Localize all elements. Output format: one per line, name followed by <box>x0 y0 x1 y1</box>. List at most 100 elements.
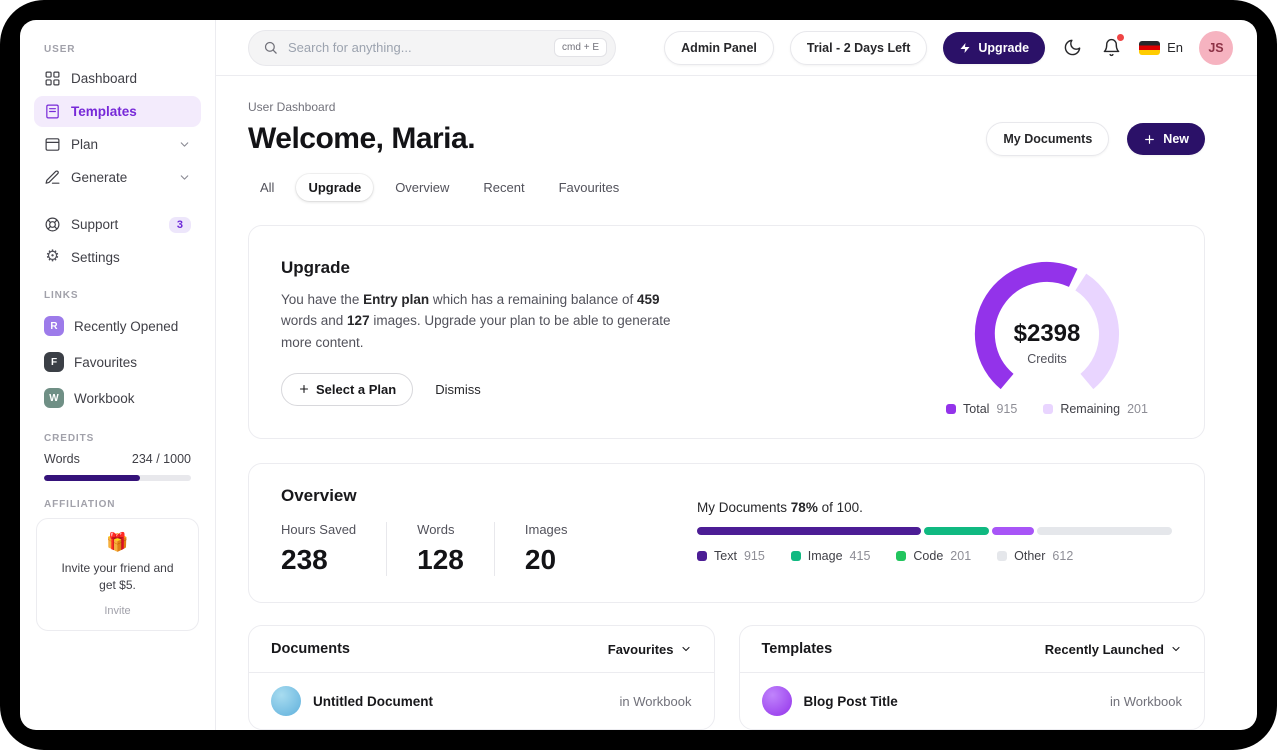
donut-legend: Total 915 Remaining 201 <box>946 402 1148 416</box>
sidebar-link-label: Workbook <box>74 390 135 406</box>
documents-filter-dropdown[interactable]: Favourites <box>608 642 692 657</box>
sidebar-item-templates[interactable]: Templates <box>34 96 201 127</box>
sidebar-item-dashboard[interactable]: Dashboard <box>34 63 201 94</box>
workbook-avatar: W <box>44 388 64 408</box>
sidebar: USER Dashboard Templates Plan <box>20 20 216 730</box>
sidebar-item-generate[interactable]: Generate <box>34 162 201 193</box>
legend-swatch <box>1043 404 1054 414</box>
donut-remaining-arc <box>1075 273 1119 390</box>
document-avatar <box>271 686 301 716</box>
documents-legend: Text 915 Image 415 Code 201 <box>697 549 1172 563</box>
upgrade-card: Upgrade You have the Entry plan which ha… <box>248 225 1205 439</box>
templates-card: Templates Recently Launched Blog Post Ti… <box>738 625 1205 730</box>
document-location: in Workbook <box>619 693 692 709</box>
admin-panel-button[interactable]: Admin Panel <box>664 30 774 65</box>
sidebar-item-settings[interactable]: ⚙ Settings <box>34 242 201 272</box>
dark-mode-toggle[interactable] <box>1061 36 1084 59</box>
search-bar[interactable]: cmd + E <box>248 29 616 66</box>
bar-segment-text <box>697 526 921 535</box>
template-avatar <box>761 686 792 716</box>
sidebar-item-label: Support <box>71 217 119 232</box>
bar-segment-code <box>991 526 1034 535</box>
credits-value: 234 / 1000 <box>131 452 191 466</box>
tab-overview[interactable]: Overview <box>395 180 450 195</box>
trial-button[interactable]: Trial - 2 Days Left <box>789 30 928 65</box>
search-icon <box>263 40 278 55</box>
overview-card-title: Overview <box>281 486 357 505</box>
legend-item-remaining: Remaining 201 <box>1043 402 1148 416</box>
search-shortcut-hint: cmd + E <box>554 38 607 57</box>
select-plan-label: Select a Plan <box>316 381 397 397</box>
credits-label: Words <box>44 452 80 466</box>
new-button-label: New <box>1163 132 1189 146</box>
overview-stats-block: Overview Hours Saved 238 Words 128 Image… <box>281 486 651 576</box>
sidebar-link-favourites[interactable]: F Favourites <box>34 345 201 379</box>
templates-card-title: Templates <box>761 641 833 657</box>
templates-filter-dropdown[interactable]: Recently Launched <box>1045 642 1182 657</box>
notifications-button[interactable] <box>1100 34 1125 59</box>
plus-icon <box>298 383 310 395</box>
upgrade-card-title: Upgrade <box>281 258 350 277</box>
user-avatar[interactable]: JS <box>1199 30 1233 65</box>
donut-label: Credits <box>1027 352 1067 366</box>
dismiss-button[interactable]: Dismiss <box>423 374 493 405</box>
upgrade-button-label: Upgrade <box>978 40 1030 55</box>
bar-segment-other <box>1036 526 1172 535</box>
documents-card: Documents Favourites Untitled Document i… <box>248 625 715 730</box>
main-column: cmd + E Admin Panel Trial - 2 Days Left … <box>216 20 1257 730</box>
list-item[interactable]: Blog Post Title in Workbook <box>740 673 1205 729</box>
tab-upgrade[interactable]: Upgrade <box>296 174 374 201</box>
sidebar-item-label: Dashboard <box>71 71 138 86</box>
notification-dot <box>1117 34 1125 41</box>
documents-stacked-bar <box>697 526 1172 535</box>
stats-row: Hours Saved 238 Words 128 Images 20 <box>281 522 651 576</box>
recently-opened-avatar: R <box>44 316 64 336</box>
tab-recent[interactable]: Recent <box>483 180 525 195</box>
chevron-down-icon <box>178 171 191 184</box>
lightning-icon <box>959 42 971 54</box>
new-button[interactable]: New <box>1127 123 1205 155</box>
donut-gauge: $2398 Credits <box>974 261 1119 390</box>
topbar: cmd + E Admin Panel Trial - 2 Days Left … <box>216 20 1257 76</box>
bottom-cards: Documents Favourites Untitled Document i… <box>248 625 1205 730</box>
legend-item-total: Total 915 <box>946 402 1017 416</box>
invite-button[interactable]: Invite <box>98 604 136 618</box>
lifebuoy-icon <box>44 216 61 233</box>
sidebar-section-user: USER <box>44 44 76 55</box>
credits-donut-chart: $2398 Credits Total 915 Remaining 201 <box>922 248 1172 416</box>
my-documents-button[interactable]: My Documents <box>986 122 1110 156</box>
credits-row: Words 234 / 1000 <box>44 452 191 466</box>
tab-all[interactable]: All <box>260 180 275 195</box>
sidebar-section-affiliation: AFFILIATION <box>44 499 116 510</box>
donut-value: $2398 <box>1014 320 1081 347</box>
templates-card-header: Templates Recently Launched <box>739 626 1204 673</box>
legend-swatch <box>697 550 707 561</box>
sidebar-item-plan[interactable]: Plan <box>34 129 201 160</box>
search-input[interactable] <box>286 39 547 56</box>
sidebar-item-label: Plan <box>71 137 99 152</box>
sidebar-link-recently-opened[interactable]: R Recently Opened <box>34 309 201 343</box>
stat-hours-saved: Hours Saved 238 <box>281 522 357 575</box>
sidebar-section-credits: CREDITS <box>44 433 95 444</box>
legend-swatch <box>997 550 1008 561</box>
dashboard-icon <box>44 70 61 87</box>
page-title: Welcome, Maria. <box>248 122 476 155</box>
bar-segment-image <box>923 526 989 535</box>
upgrade-card-left: Upgrade You have the Entry plan which ha… <box>281 258 673 406</box>
upgrade-button[interactable]: Upgrade <box>943 31 1046 64</box>
stat-images: Images 20 <box>493 522 598 576</box>
list-item[interactable]: Untitled Document in Workbook <box>249 673 714 729</box>
language-selector[interactable]: En <box>1139 40 1183 55</box>
documents-card-header: Documents Favourites <box>249 626 714 673</box>
tab-favourites[interactable]: Favourites <box>558 180 620 195</box>
template-name: Blog Post Title <box>803 693 898 709</box>
donut-total-arc <box>974 261 1078 390</box>
content-area: User Dashboard Welcome, Maria. My Docume… <box>216 76 1257 730</box>
breadcrumb: User Dashboard <box>248 100 336 114</box>
pencil-icon <box>44 169 61 186</box>
select-plan-button[interactable]: Select a Plan <box>281 372 414 406</box>
sidebar-link-workbook[interactable]: W Workbook <box>34 381 201 415</box>
sidebar-item-support[interactable]: Support 3 <box>34 209 201 240</box>
plus-icon <box>1143 133 1156 146</box>
